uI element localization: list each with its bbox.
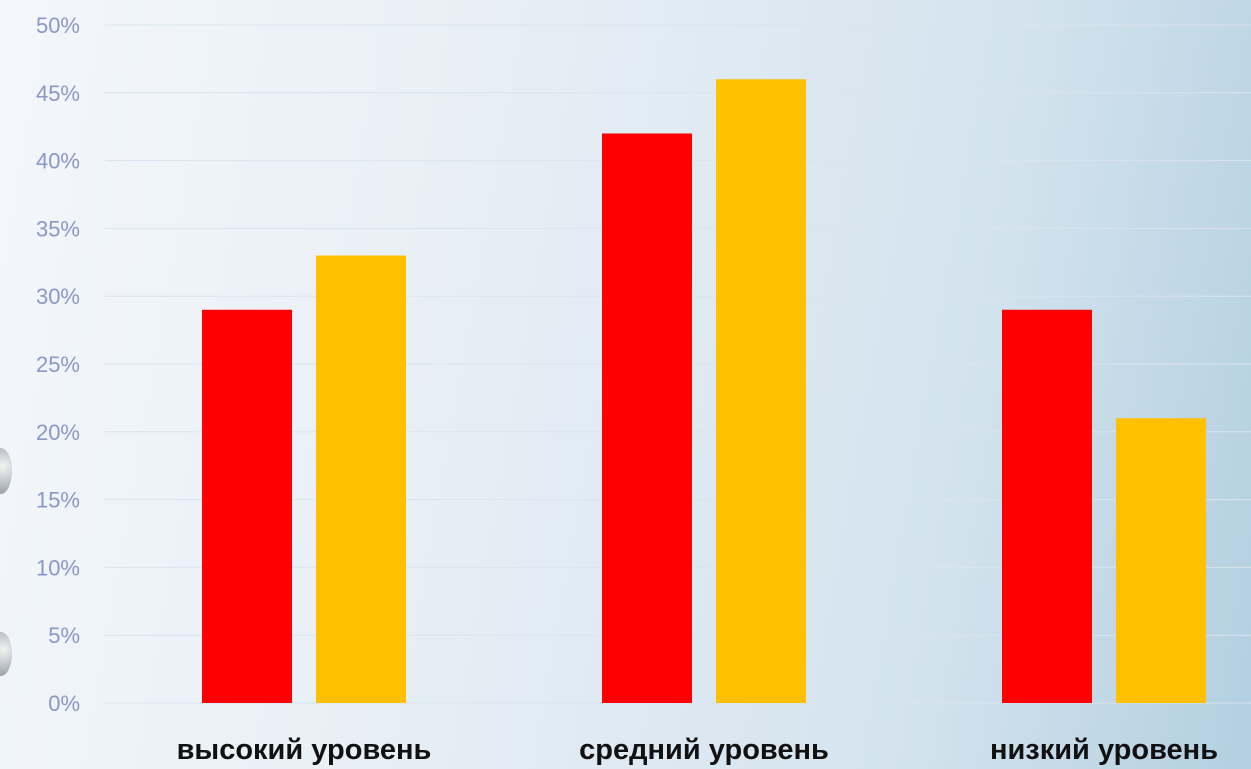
- bars: [202, 79, 1206, 704]
- y-tick-label: 5%: [48, 623, 80, 648]
- y-tick-label: 40%: [36, 149, 80, 174]
- bar-2-1: [316, 255, 406, 703]
- bar-1-3: [1002, 309, 1092, 703]
- y-tick-label: 50%: [36, 13, 80, 38]
- y-tick-label: 20%: [36, 420, 80, 445]
- y-tick-label: 30%: [36, 284, 80, 309]
- decorative-figure-bottom: [0, 632, 12, 676]
- y-tick-label: 15%: [36, 488, 80, 513]
- y-tick-label: 45%: [36, 81, 80, 106]
- bar-2-3: [1116, 418, 1206, 703]
- y-axis-ticks: 0% 5% 10% 15% 20% 25% 30% 35% 40% 45% 50%: [36, 13, 80, 716]
- category-labels: высокий уровень средний уровень низкий уро…: [177, 734, 1218, 766]
- bar-1-2: [602, 133, 692, 704]
- decorative-figure-top: [0, 448, 12, 494]
- bar-1-1: [202, 309, 292, 703]
- category-label: низкий уровень: [990, 734, 1218, 766]
- category-label: высокий уровень: [177, 734, 432, 766]
- bar-2-2: [716, 79, 806, 704]
- y-tick-label: 35%: [36, 216, 80, 241]
- y-tick-label: 10%: [36, 555, 80, 580]
- category-label: средний уровень: [579, 734, 829, 766]
- y-tick-label: 25%: [36, 352, 80, 377]
- y-tick-label: 0%: [48, 691, 80, 716]
